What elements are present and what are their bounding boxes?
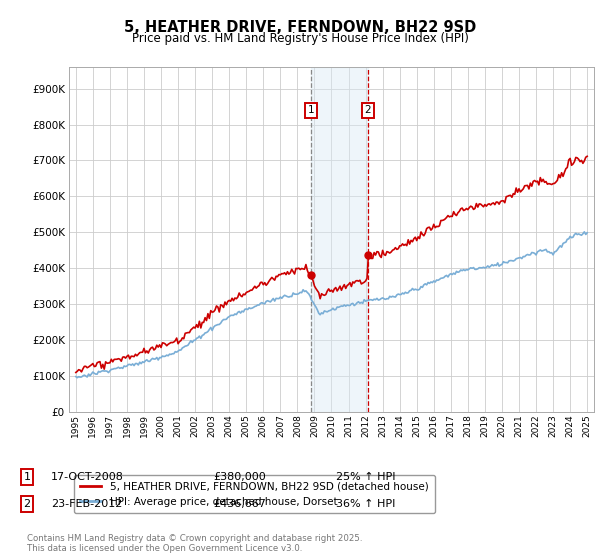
Text: 2: 2 bbox=[23, 499, 31, 509]
Text: £436,667: £436,667 bbox=[213, 499, 266, 509]
Text: 25% ↑ HPI: 25% ↑ HPI bbox=[336, 472, 395, 482]
Text: 36% ↑ HPI: 36% ↑ HPI bbox=[336, 499, 395, 509]
Text: 23-FEB-2012: 23-FEB-2012 bbox=[51, 499, 122, 509]
Text: 2: 2 bbox=[365, 105, 371, 115]
Text: 1: 1 bbox=[23, 472, 31, 482]
Legend: 5, HEATHER DRIVE, FERNDOWN, BH22 9SD (detached house), HPI: Average price, detac: 5, HEATHER DRIVE, FERNDOWN, BH22 9SD (de… bbox=[74, 475, 434, 513]
Text: 17-OCT-2008: 17-OCT-2008 bbox=[51, 472, 124, 482]
Bar bbox=[311, 67, 368, 412]
Text: 1: 1 bbox=[308, 105, 314, 115]
Text: £380,000: £380,000 bbox=[213, 472, 266, 482]
Text: Contains HM Land Registry data © Crown copyright and database right 2025.
This d: Contains HM Land Registry data © Crown c… bbox=[27, 534, 362, 553]
Text: Price paid vs. HM Land Registry's House Price Index (HPI): Price paid vs. HM Land Registry's House … bbox=[131, 32, 469, 45]
Text: 5, HEATHER DRIVE, FERNDOWN, BH22 9SD: 5, HEATHER DRIVE, FERNDOWN, BH22 9SD bbox=[124, 20, 476, 35]
